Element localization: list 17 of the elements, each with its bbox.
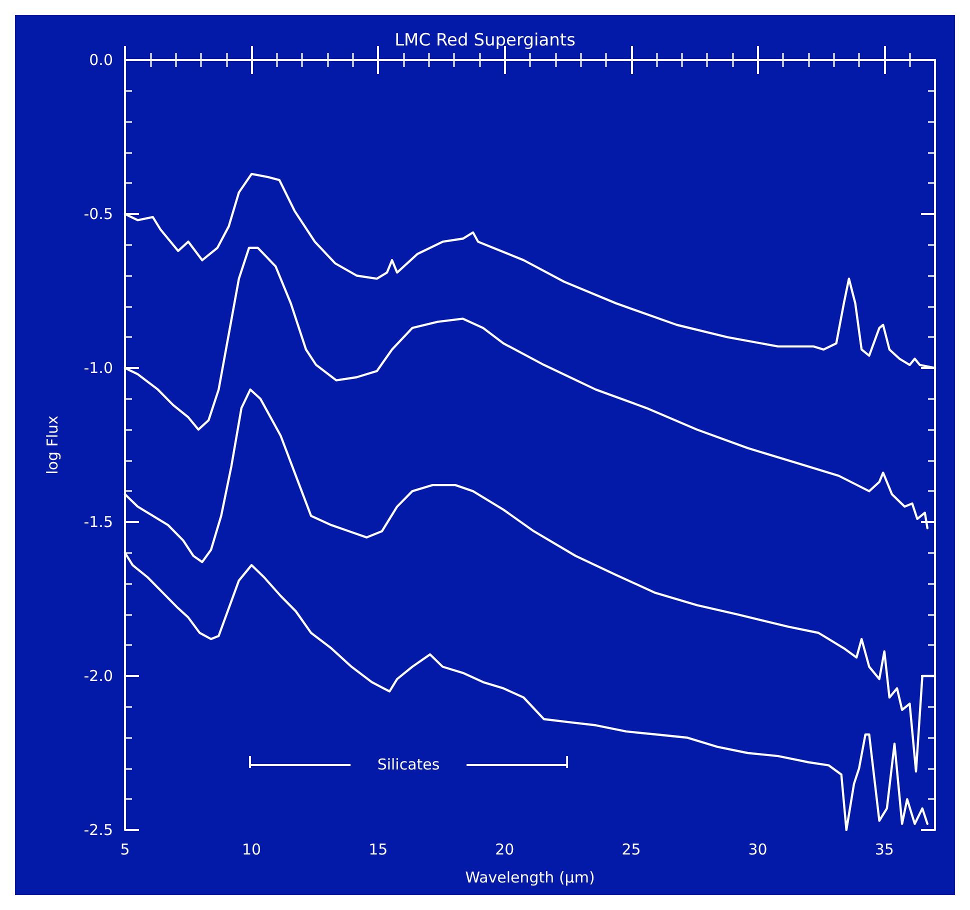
y-tick-label: 0.0 <box>89 51 113 69</box>
x-tick-label: 25 <box>622 840 641 858</box>
x-tick-label: 15 <box>368 840 388 858</box>
x-axis-title: Wavelength (μm) <box>465 868 595 886</box>
y-tick-label: -2.5 <box>84 821 113 839</box>
x-tick-label: 10 <box>242 840 262 858</box>
annotation: Silicates <box>377 756 440 774</box>
x-tick-label: 35 <box>874 840 894 858</box>
x-tick-label: 30 <box>748 840 768 858</box>
y-tick-label: -1.5 <box>84 513 113 531</box>
y-tick-label: -0.5 <box>84 205 113 223</box>
x-tick-label: 20 <box>495 840 514 858</box>
y-tick-label: -2.0 <box>84 667 113 685</box>
y-tick-label: -1.0 <box>84 359 113 377</box>
x-tick-label: 5 <box>120 840 130 858</box>
y-axis-title: log Flux <box>44 415 62 474</box>
chart-title: LMC Red Supergiants <box>394 30 576 50</box>
